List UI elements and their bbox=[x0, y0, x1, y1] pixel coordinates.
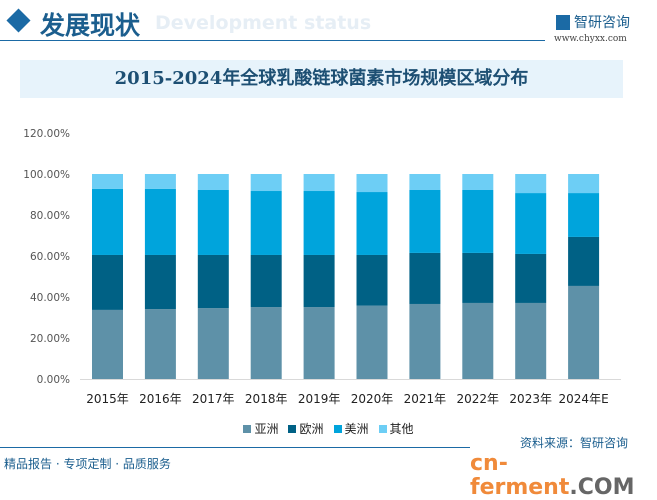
watermark-logo: cn-ferment.COM bbox=[470, 452, 657, 500]
header-divider bbox=[0, 40, 545, 41]
bar-segment-其他 bbox=[250, 174, 282, 192]
x-tick-label: 2019年 bbox=[298, 392, 341, 406]
bar-segment-亚洲 bbox=[462, 302, 494, 379]
bar-segment-其他 bbox=[409, 174, 441, 190]
bar-segment-亚洲 bbox=[515, 302, 547, 379]
bar-segment-美洲 bbox=[92, 188, 123, 255]
bar-segment-其他 bbox=[144, 174, 176, 189]
watermark-main: cn-ferment bbox=[470, 451, 570, 500]
y-tick-label: 60.00% bbox=[30, 251, 70, 263]
bar-segment-亚洲 bbox=[409, 303, 441, 379]
source-note: 资料来源：智研咨询 bbox=[520, 436, 629, 450]
bar-segment-亚洲 bbox=[92, 309, 123, 379]
x-tick-label: 2021年 bbox=[404, 392, 447, 406]
legend-item: 其他 bbox=[378, 420, 414, 437]
bar-segment-欧洲 bbox=[197, 254, 229, 309]
stacked-bar-chart: 0.00% 20.00% 40.00% 60.00% 80.00% 100.00% 120.… bbox=[23, 128, 621, 406]
bar-segment-美洲 bbox=[303, 191, 335, 255]
legend-item: 美洲 bbox=[333, 420, 369, 437]
bar-segment-亚洲 bbox=[250, 307, 282, 379]
x-tick-label: 2023年 bbox=[509, 392, 552, 406]
bar-segment-美洲 bbox=[462, 189, 494, 253]
chart-title: 2015-2024年全球乳酸链球菌素市场规模区域分布 bbox=[114, 68, 529, 89]
legend-label: 欧洲 bbox=[299, 422, 324, 436]
logo-icon bbox=[556, 14, 570, 30]
x-tick-label: 2016年 bbox=[139, 392, 182, 406]
bar-segment-其他 bbox=[462, 174, 494, 190]
bar-segment-欧洲 bbox=[303, 254, 335, 308]
legend-item: 欧洲 bbox=[288, 420, 324, 437]
bar-segment-亚洲 bbox=[356, 305, 388, 379]
bar-segment-美洲 bbox=[144, 188, 176, 255]
bar-segment-欧洲 bbox=[144, 254, 176, 310]
legend-label: 美洲 bbox=[344, 422, 369, 436]
legend-item: 亚洲 bbox=[243, 420, 278, 437]
legend: 亚洲 欧洲 美洲 其他 bbox=[0, 420, 657, 437]
y-tick-label: 100.00% bbox=[23, 169, 70, 181]
bar-segment-美洲 bbox=[409, 189, 441, 253]
bar-segment-亚洲 bbox=[303, 307, 335, 379]
bar-segment-美洲 bbox=[356, 192, 388, 255]
bar-segment-其他 bbox=[197, 174, 229, 190]
legend-swatch bbox=[288, 424, 297, 433]
footer-tagline: 精品报告 · 专项定制 · 品质服务 bbox=[4, 457, 171, 471]
bar-segment-欧洲 bbox=[250, 254, 282, 308]
title-band bbox=[20, 60, 623, 98]
bar-segment-欧洲 bbox=[409, 252, 441, 304]
bar-segment-其他 bbox=[515, 174, 547, 194]
x-tick-label: 2024年E bbox=[559, 392, 609, 406]
bar-segment-亚洲 bbox=[144, 309, 176, 379]
logo-text: 智研咨询 bbox=[574, 15, 630, 31]
bar-segment-欧洲 bbox=[356, 254, 388, 306]
legend-label: 亚洲 bbox=[254, 422, 279, 436]
bar-segment-美洲 bbox=[568, 193, 600, 237]
y-tick-label: 20.00% bbox=[30, 333, 70, 345]
legend-swatch bbox=[243, 424, 252, 433]
x-tick-label: 2022年 bbox=[457, 392, 500, 406]
bar-segment-其他 bbox=[568, 174, 600, 194]
y-tick-label: 40.00% bbox=[30, 292, 70, 304]
bar-segment-亚洲 bbox=[568, 285, 600, 379]
bar-segment-其他 bbox=[356, 174, 388, 193]
x-tick-label: 2015年 bbox=[86, 392, 129, 406]
bar-segment-欧洲 bbox=[568, 236, 600, 286]
watermark-suffix: .COM bbox=[569, 475, 635, 500]
bar-segment-亚洲 bbox=[197, 308, 229, 379]
x-tick-label: 2020年 bbox=[351, 392, 394, 406]
bar-segment-其他 bbox=[92, 174, 123, 189]
x-tick-label: 2018年 bbox=[245, 392, 288, 406]
legend-label: 其他 bbox=[389, 422, 414, 436]
y-tick-label: 120.00% bbox=[23, 128, 70, 140]
legend-swatch bbox=[378, 424, 387, 433]
section-title: 发展现状 bbox=[40, 11, 141, 40]
bar-segment-其他 bbox=[303, 174, 335, 192]
logo: 智研咨询 bbox=[556, 12, 630, 32]
bar-segment-美洲 bbox=[197, 189, 229, 255]
bar-segment-欧洲 bbox=[515, 253, 547, 303]
logo-url: www.chyxx.com bbox=[554, 34, 627, 44]
legend-swatch bbox=[333, 424, 342, 433]
bar-segment-欧洲 bbox=[92, 254, 123, 310]
bar-segment-美洲 bbox=[250, 191, 282, 255]
y-tick-label: 0.00% bbox=[37, 374, 70, 386]
x-tick-label: 2017年 bbox=[192, 392, 235, 406]
footer-divider bbox=[0, 447, 470, 448]
y-tick-label: 80.00% bbox=[30, 210, 70, 222]
bar-segment-欧洲 bbox=[462, 252, 494, 303]
bar-segment-美洲 bbox=[515, 193, 547, 254]
